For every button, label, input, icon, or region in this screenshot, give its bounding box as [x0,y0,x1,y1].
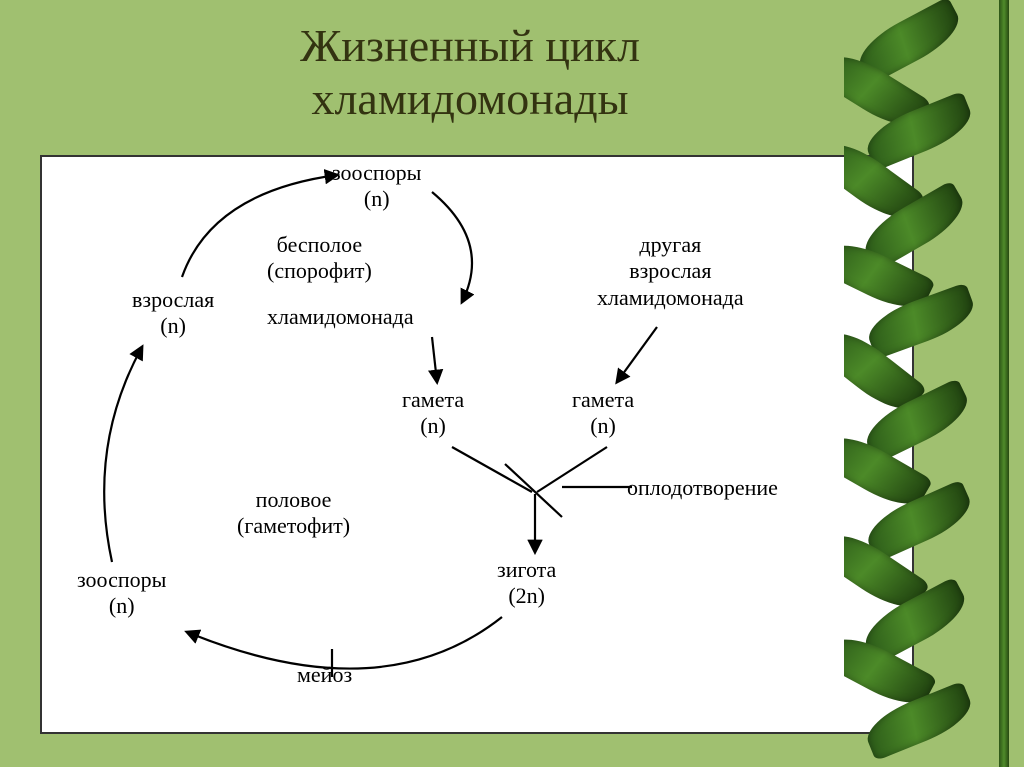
label-gamete_right: гамета(n) [572,387,634,440]
arrows-layer [42,157,912,732]
arrow-fert-cross [505,464,562,517]
label-asexual: бесполое(спорофит) [267,232,372,285]
arrow-zygote-to-zoospores-bot [187,617,502,669]
life-cycle-diagram: зооспоры(n) бесполое(спорофит) взрослая(n)… [40,155,914,734]
arrow-zoospores-bot-to-adult [104,347,142,562]
title-line-1: Жизненный цикл [300,20,640,71]
label-adult_left: взрослая(n) [132,287,214,340]
arrow-chlam-to-gamete-left [432,337,437,382]
label-fertilization: оплодотворение [627,475,778,501]
label-chlam_mid: хламидомонада [267,304,414,330]
label-other_adult: другаявзрослаяхламидомонада [597,232,744,311]
label-sexual: половое(гаметофит) [237,487,350,540]
arrow-gamete-right-to-fert [537,447,607,492]
plant-stem [999,0,1009,767]
arrow-other-chlam-to-gamete-right [617,327,657,382]
label-zoospores_top: зооспоры(n) [332,160,421,213]
arrow-zoospores-top-to-chlam [432,192,472,302]
label-meiosis: мейоз [297,662,352,688]
arrow-gamete-left-to-fert [452,447,532,492]
title-line-2: хламидомонады [311,73,628,124]
plant-decoration [844,0,1024,767]
label-zoospores_bot: зооспоры(n) [77,567,166,620]
label-zygote: зигота(2n) [497,557,556,610]
label-gamete_left: гамета(n) [402,387,464,440]
page-title: Жизненный цикл хламидомонады [90,20,850,126]
